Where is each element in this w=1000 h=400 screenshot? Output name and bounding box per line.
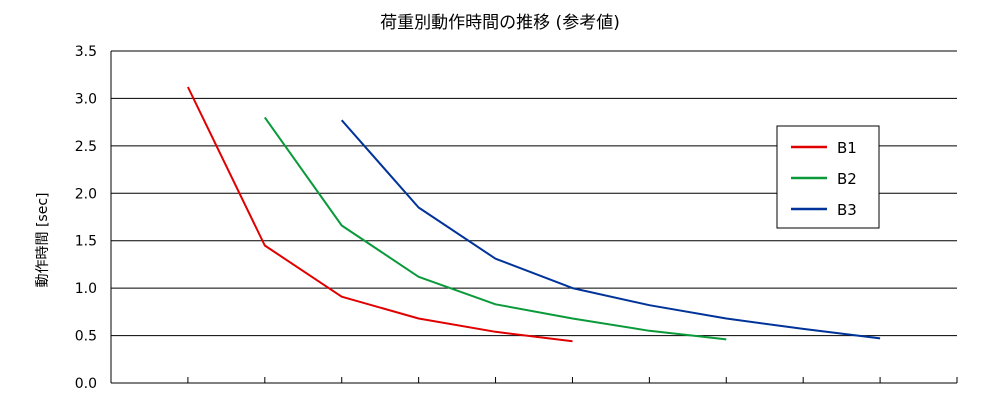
- y-tick-label: 2.5: [75, 139, 97, 155]
- legend: B1 B2 B3: [776, 125, 880, 229]
- y-tick-label: 3.0: [75, 91, 97, 107]
- y-tick-label: 1.5: [75, 234, 97, 250]
- y-tick-label: 0.0: [75, 376, 97, 392]
- series-line-b2: [263, 116, 727, 341]
- y-tick-label: 0.5: [75, 329, 97, 345]
- legend-label-b1: B1: [837, 139, 857, 157]
- y-axis-label: 動作時間 [sec]: [35, 193, 51, 288]
- y-tick-label: 3.5: [75, 44, 97, 60]
- series-line-b1: [187, 86, 573, 343]
- legend-label-b3: B3: [837, 201, 857, 219]
- legend-label-b2: B2: [837, 170, 857, 188]
- axes: 0.0 0.5 1.0 1.5 2.0 2.5 3.0 3.5: [75, 44, 958, 392]
- series-lines: [187, 86, 881, 343]
- series-line-b3: [340, 119, 881, 340]
- chart-title: 荷重別動作時間の推移 (参考値): [380, 13, 620, 33]
- y-tick-label: 1.0: [75, 281, 97, 297]
- y-tick-label: 2.0: [75, 186, 97, 202]
